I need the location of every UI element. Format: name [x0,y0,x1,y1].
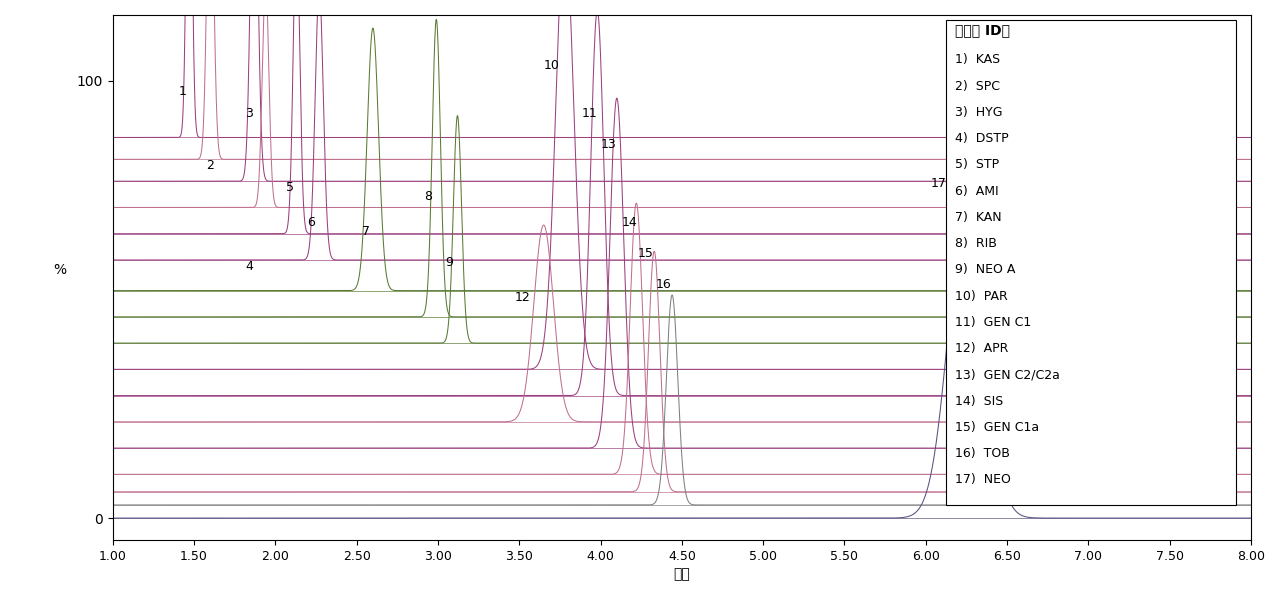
Text: 16)  TOB: 16) TOB [955,447,1010,460]
Text: 7: 7 [362,225,370,238]
Text: 2)  SPC: 2) SPC [955,80,1000,92]
Text: 3)  HYG: 3) HYG [955,106,1002,119]
Text: 10)  PAR: 10) PAR [955,289,1007,303]
Text: 15)  GEN C1a: 15) GEN C1a [955,421,1039,434]
Text: 11)  GEN C1: 11) GEN C1 [955,316,1032,329]
Text: 11)  GEN C1: 11) GEN C1 [955,316,1032,329]
FancyBboxPatch shape [946,20,1236,505]
Text: 4)  DSTP: 4) DSTP [955,132,1009,145]
Text: 14)  SIS: 14) SIS [955,395,1004,407]
Text: ピーク ID：: ピーク ID： [955,23,1010,37]
Text: 17)  NEO: 17) NEO [955,473,1011,486]
Text: 6)  AMI: 6) AMI [955,185,998,198]
Text: 1)  KAS: 1) KAS [955,54,1000,66]
Text: 10)  PAR: 10) PAR [955,289,1007,303]
Text: 12)  APR: 12) APR [955,342,1009,355]
Text: 6)  AMI: 6) AMI [955,185,998,198]
Text: ピーク ID：: ピーク ID： [955,23,1010,37]
Text: 17)  NEO: 17) NEO [955,473,1011,486]
Text: 8)  RIB: 8) RIB [955,237,997,250]
Text: 1: 1 [179,85,187,98]
Text: 5)  STP: 5) STP [955,158,1000,171]
Text: 16)  TOB: 16) TOB [955,447,1010,460]
Text: 8: 8 [424,190,433,203]
Text: 13)  GEN C2/C2a: 13) GEN C2/C2a [955,368,1060,381]
Y-axis label: %: % [54,263,67,277]
Text: 2: 2 [206,159,214,173]
Text: 6: 6 [307,216,315,229]
Text: 9: 9 [445,256,453,269]
Text: 3: 3 [246,107,253,120]
Text: 4)  DSTP: 4) DSTP [955,132,1009,145]
Text: 5: 5 [285,181,294,195]
Text: 2)  SPC: 2) SPC [955,80,1000,92]
Text: 7)  KAN: 7) KAN [955,211,1002,224]
Text: 5)  STP: 5) STP [955,158,1000,171]
Text: 7)  KAN: 7) KAN [955,211,1002,224]
Text: 14: 14 [622,216,637,229]
Text: 3)  HYG: 3) HYG [955,106,1002,119]
Text: 13)  GEN C2/C2a: 13) GEN C2/C2a [955,368,1060,381]
Text: 15: 15 [639,247,654,260]
Text: 13: 13 [600,137,617,151]
Text: 17: 17 [931,177,947,190]
Text: 12)  APR: 12) APR [955,342,1009,355]
Text: 15)  GEN C1a: 15) GEN C1a [955,421,1039,434]
Text: 1)  KAS: 1) KAS [955,54,1000,66]
Text: 9)  NEO A: 9) NEO A [955,263,1015,276]
Text: 8)  RIB: 8) RIB [955,237,997,250]
Text: 14)  SIS: 14) SIS [955,395,1004,407]
Text: 9)  NEO A: 9) NEO A [955,263,1015,276]
Text: 12: 12 [515,291,530,304]
Text: 4: 4 [246,260,253,273]
Text: 16: 16 [657,278,672,291]
X-axis label: 時間: 時間 [673,567,690,581]
Text: 11: 11 [581,107,596,120]
Text: 10: 10 [544,59,559,72]
